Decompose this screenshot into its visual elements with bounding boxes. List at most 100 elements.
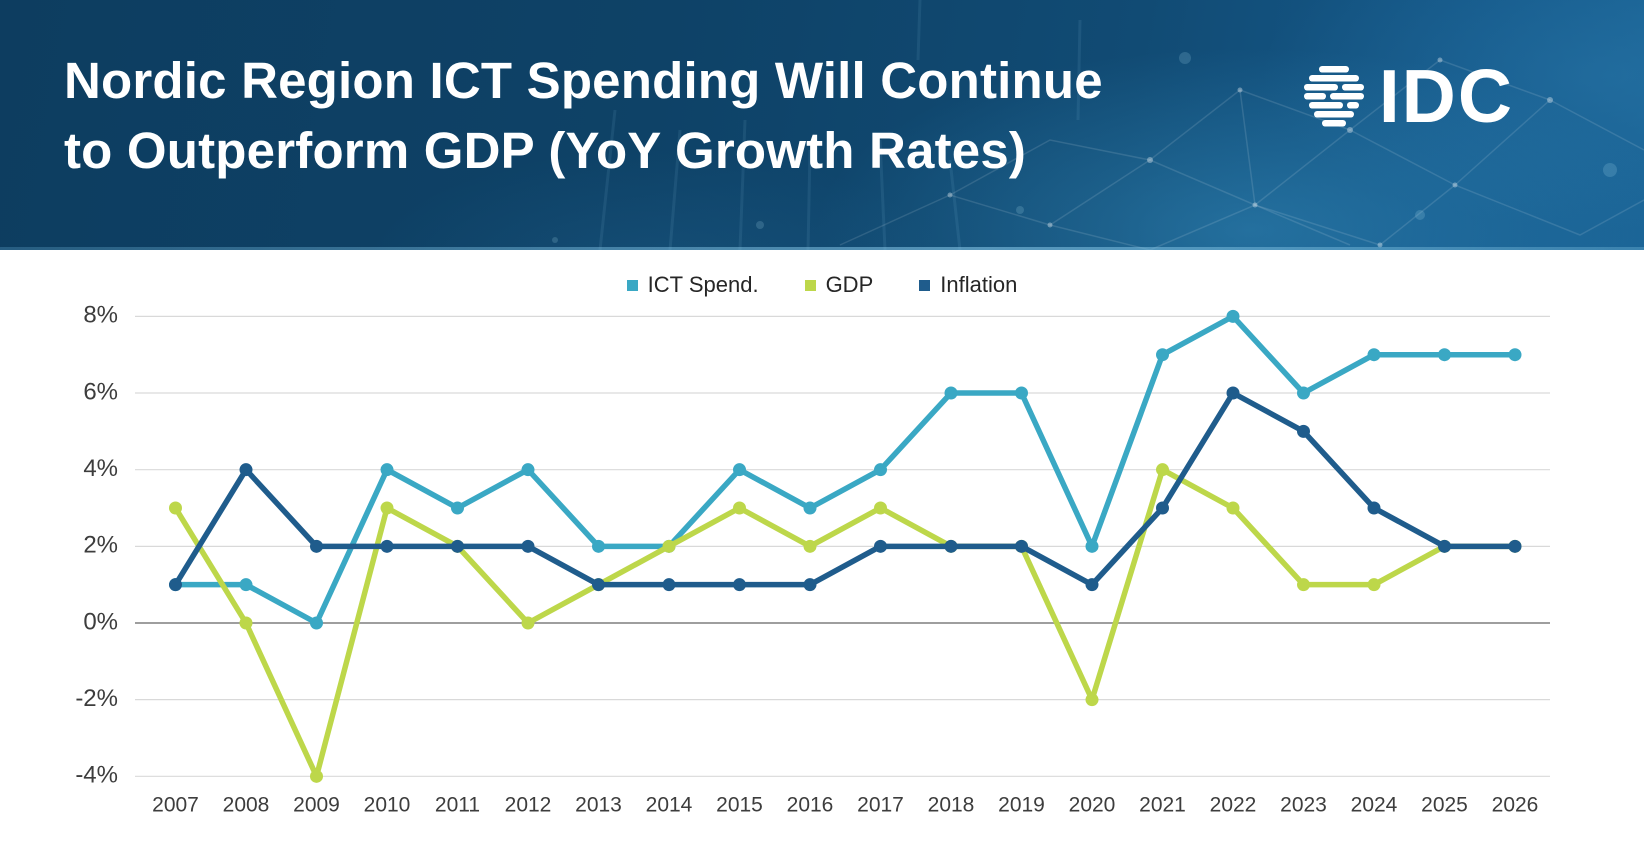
x-axis-labels: 2007 2008 2009 2010 2011 2012 2013 2014 2015 2016…	[152, 794, 1538, 817]
line-chart-svg: 8% 6% 4% 2% 0% -2% -4% 2007 2008 2009 2010 2011 2012…	[75, 302, 1550, 817]
y-tick-label: 4%	[83, 455, 118, 482]
x-tick-label: 2024	[1351, 794, 1398, 817]
gdp-data-point	[1226, 501, 1240, 515]
ict-data-point	[1438, 348, 1451, 362]
gdp-data-point	[874, 501, 887, 515]
legend-item-inflation: Inflation	[919, 272, 1017, 298]
inflation-data-point	[1508, 539, 1522, 553]
inflation-data-point	[1156, 501, 1169, 515]
ict-data-point	[521, 463, 535, 477]
inflation-data-point	[592, 578, 605, 592]
y-tick-label: -2%	[75, 685, 118, 712]
gdp-data-point	[169, 501, 182, 515]
inflation-data-point	[380, 539, 394, 553]
gdp-data-point	[380, 501, 394, 515]
inflation-data-point	[944, 539, 958, 553]
inflation-data-point	[1226, 386, 1240, 400]
x-tick-label: 2019	[998, 794, 1045, 817]
legend-label: ICT Spend.	[647, 272, 759, 297]
gdp-data-point	[310, 769, 323, 783]
x-tick-label: 2025	[1421, 794, 1468, 817]
ict-data-point	[733, 463, 746, 477]
x-tick-label: 2026	[1492, 794, 1539, 817]
gdp-data-point	[1085, 693, 1099, 707]
inflation-line	[172, 390, 1518, 588]
inflation-data-point	[803, 578, 817, 592]
ict-data-point	[874, 463, 887, 477]
inflation-data-point	[1438, 539, 1451, 553]
ict-data-point	[239, 578, 253, 592]
x-tick-label: 2021	[1139, 794, 1186, 817]
ict-data-point	[1085, 539, 1099, 553]
inflation-data-point	[662, 578, 676, 592]
ict-legend-swatch	[626, 279, 638, 291]
y-tick-label: 6%	[83, 378, 118, 405]
gdp-data-point	[803, 539, 817, 553]
idc-logo: IDC	[1302, 54, 1514, 138]
x-tick-label: 2020	[1069, 794, 1116, 817]
idc-globe-icon	[1303, 66, 1364, 127]
inflation-data-point	[1367, 501, 1381, 515]
inflation-data-point	[1085, 578, 1099, 592]
title-line-2: to Outperform GDP (YoY Growth Rates)	[64, 122, 1027, 179]
gdp-data-point	[733, 501, 746, 515]
x-tick-label: 2009	[293, 794, 340, 817]
gdp-data-point	[1367, 578, 1381, 592]
gdp-data-point	[1297, 578, 1310, 592]
x-tick-label: 2017	[857, 794, 904, 817]
ict-data-point	[310, 616, 323, 630]
gdp-line	[172, 466, 1518, 780]
gdp-data-point	[239, 616, 253, 630]
inflation-data-point	[733, 578, 746, 592]
ict-data-point	[1226, 309, 1240, 323]
x-tick-label: 2016	[787, 794, 834, 817]
x-tick-label: 2013	[575, 794, 622, 817]
x-tick-label: 2018	[928, 794, 975, 817]
idc-logo-text: IDC	[1378, 54, 1514, 138]
ict-data-point	[1297, 386, 1310, 400]
ict-data-point	[803, 501, 817, 515]
x-tick-label: 2014	[646, 794, 693, 817]
network-decoration	[552, 0, 1644, 250]
title-line-1: Nordic Region ICT Spending Will Continue	[64, 52, 1103, 109]
y-tick-label: 0%	[83, 608, 118, 635]
gridlines	[135, 315, 1550, 777]
legend-item-ict: ICT Spend.	[626, 272, 759, 298]
y-tick-label: -4%	[75, 762, 118, 789]
chart-legend: ICT Spend. GDP Inflation	[0, 272, 1644, 298]
inflation-legend-swatch	[919, 279, 931, 291]
page-title: Nordic Region ICT Spending Will Continue…	[64, 46, 1103, 186]
gdp-data-point	[521, 616, 535, 630]
ict-line	[172, 313, 1518, 626]
inflation-data-point	[169, 578, 182, 592]
x-tick-label: 2010	[364, 794, 411, 817]
y-tick-label: 2%	[83, 532, 118, 559]
x-tick-label: 2023	[1280, 794, 1327, 817]
x-tick-label: 2022	[1210, 794, 1257, 817]
ict-data-point	[1015, 386, 1028, 400]
inflation-data-point	[310, 539, 323, 553]
gdp-legend-swatch	[804, 279, 816, 291]
legend-item-gdp: GDP	[804, 272, 874, 298]
inflation-data-point	[239, 463, 253, 477]
x-tick-label: 2008	[223, 794, 270, 817]
y-tick-label: 8%	[83, 302, 118, 329]
chart-section: ICT Spend. GDP Inflation 8% 6% 4% 2% 0% -2% -4% 2…	[0, 250, 1644, 853]
x-tick-label: 2015	[716, 794, 763, 817]
legend-label: Inflation	[940, 272, 1018, 297]
ict-data-point	[1508, 348, 1522, 362]
gdp-data-point	[1156, 463, 1169, 477]
ict-data-point	[1156, 348, 1169, 362]
header-banner: Nordic Region ICT Spending Will Continue…	[0, 0, 1644, 250]
x-tick-label: 2007	[152, 794, 199, 817]
y-axis-labels: 8% 6% 4% 2% 0% -2% -4%	[75, 302, 118, 789]
inflation-data-point	[1015, 539, 1028, 553]
inflation-data-point	[521, 539, 535, 553]
gdp-data-point	[662, 539, 676, 553]
x-tick-label: 2011	[435, 794, 480, 817]
ict-data-point	[944, 386, 958, 400]
legend-label: GDP	[825, 272, 874, 297]
series-inflation	[169, 386, 1522, 592]
ict-data-point	[451, 501, 464, 515]
ict-data-point	[592, 539, 605, 553]
